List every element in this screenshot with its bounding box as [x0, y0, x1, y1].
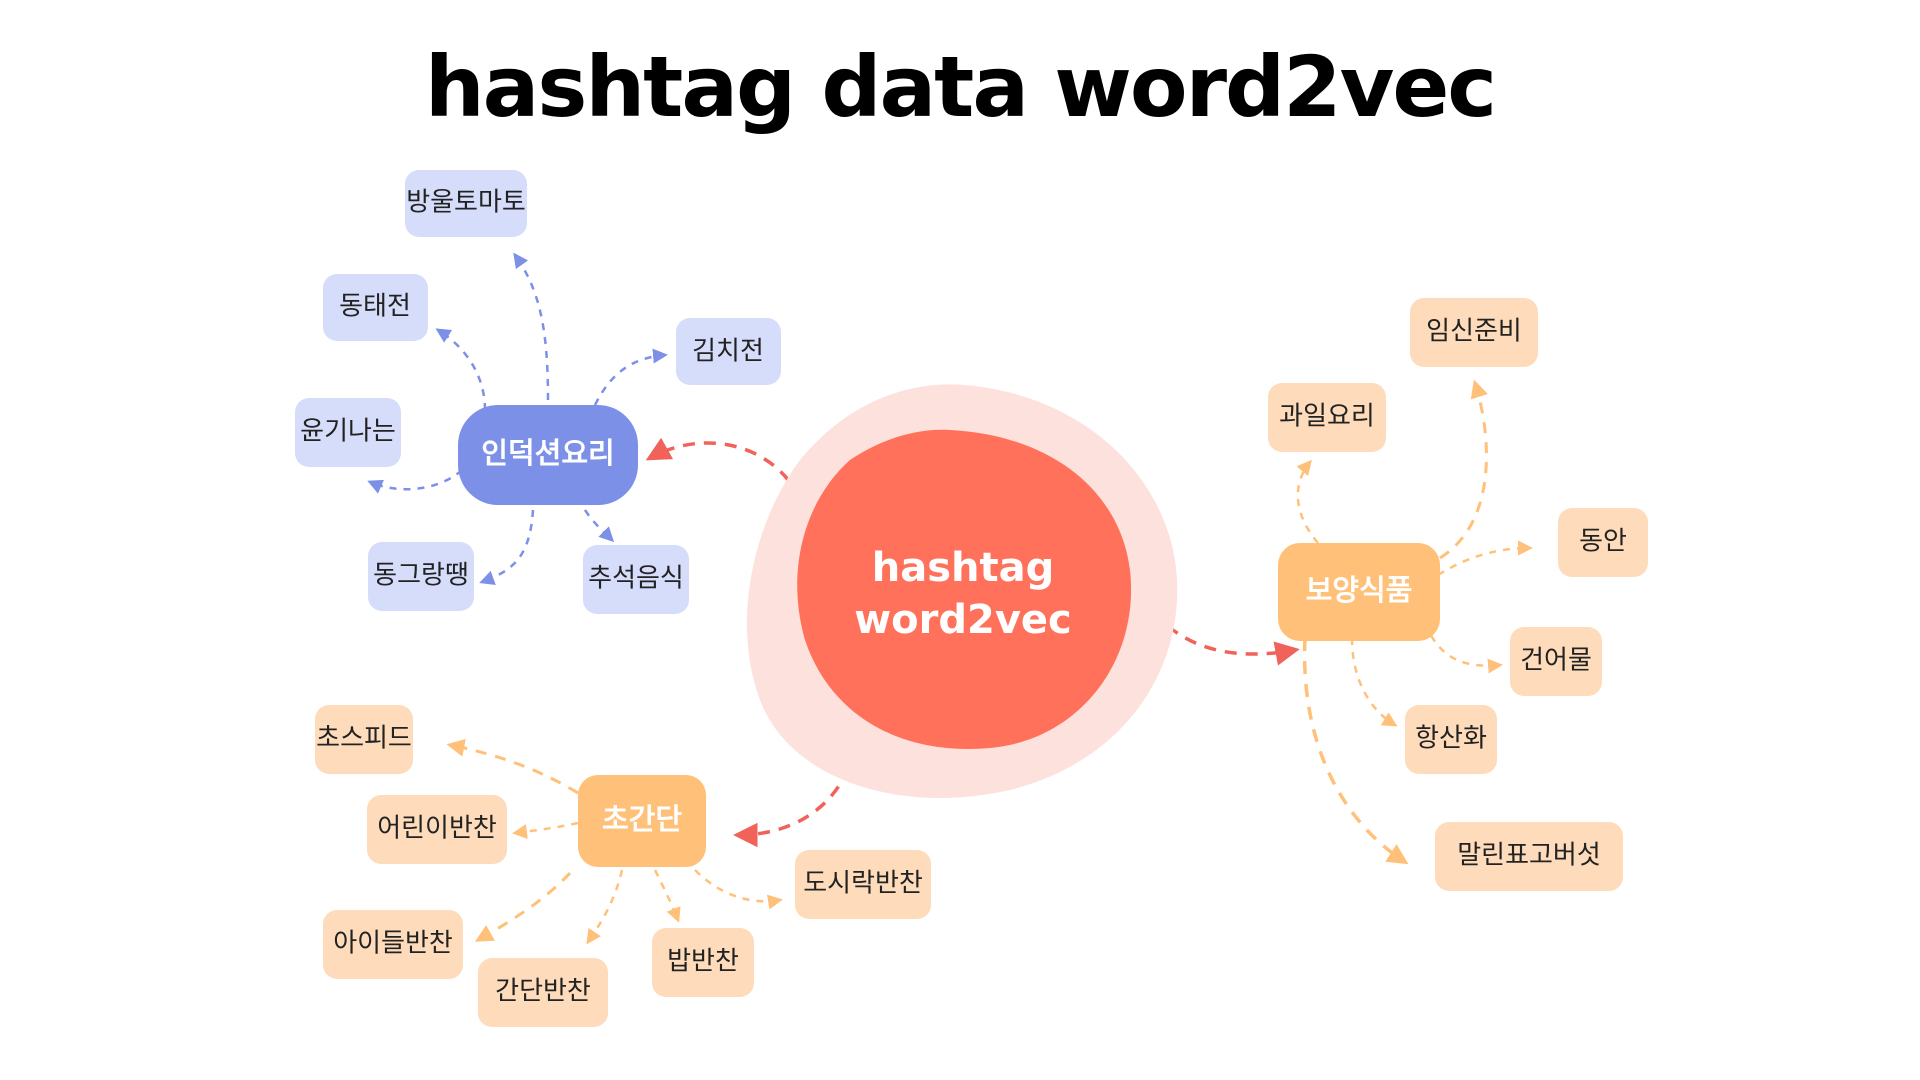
svg-text:아이들반찬: 아이들반찬 [333, 929, 453, 959]
leaf-kids-side-dish: 어린이반찬 [367, 795, 507, 864]
leaf-antioxidant: 항산화 [1405, 705, 1497, 774]
center-blob [797, 429, 1132, 749]
svg-text:항산화: 항산화 [1415, 724, 1487, 754]
health-connectors [1296, 379, 1533, 865]
leaf-easy-side-dish: 간단반찬 [478, 958, 608, 1027]
hub-health-label: 보양식품 [1306, 573, 1413, 607]
svg-text:간단반찬: 간단반찬 [495, 977, 591, 1007]
svg-text:밥반찬: 밥반찬 [667, 947, 739, 977]
simple-connectors [446, 739, 783, 945]
leaf-kimchijeon: 김치전 [676, 318, 781, 385]
svg-text:초스피드: 초스피드 [316, 724, 412, 754]
page-title: hashtag data word2vec [424, 38, 1497, 136]
center-node: hashtag word2vec [746, 384, 1178, 798]
svg-text:동태전: 동태전 [339, 292, 411, 322]
leaf-donggeurangttaeng: 동그랑땡 [368, 542, 474, 611]
center-label-line1: hashtag [872, 545, 1055, 591]
leaf-dried-seafood: 건어물 [1510, 627, 1602, 696]
svg-text:김치전: 김치전 [692, 337, 764, 367]
center-label-line2: word2vec [854, 597, 1072, 643]
hub-induction-label: 인덕션요리 [481, 436, 614, 470]
hub-induction: 인덕션요리 [458, 405, 638, 505]
hub-simple-label: 초간단 [602, 802, 682, 836]
svg-text:과일요리: 과일요리 [1279, 402, 1375, 432]
leaf-fruit-cooking: 과일요리 [1268, 383, 1386, 452]
leaf-pregnancy-prep: 임신준비 [1410, 298, 1538, 367]
svg-text:방울토마토: 방울토마토 [406, 188, 526, 218]
svg-text:임신준비: 임신준비 [1426, 317, 1522, 347]
leaf-children-side-dish: 아이들반찬 [323, 910, 463, 979]
hub-simple: 초간단 [578, 775, 706, 867]
leaf-lunchbox-side-dish: 도시락반찬 [795, 850, 931, 919]
leaf-dried-shiitake: 말린표고버섯 [1435, 822, 1623, 891]
hub-health: 보양식품 [1278, 543, 1440, 641]
leaf-dongtaejeon: 동태전 [323, 274, 428, 341]
svg-text:추석음식: 추석음식 [588, 564, 684, 594]
leaf-bangul-tomato: 방울토마토 [405, 170, 527, 237]
connector-center-to-induction [645, 437, 802, 499]
induction-connectors [367, 252, 668, 585]
leaf-youthful: 동안 [1558, 508, 1648, 577]
svg-text:도시락반찬: 도시락반찬 [803, 869, 923, 899]
svg-text:윤기나는: 윤기나는 [300, 417, 396, 447]
svg-text:동안: 동안 [1579, 527, 1627, 557]
leaf-super-speed: 초스피드 [315, 705, 413, 774]
leaf-rice-side-dish: 밥반찬 [652, 928, 754, 997]
svg-text:동그랑땡: 동그랑땡 [373, 561, 469, 591]
leaf-chuseok-food: 추석음식 [583, 545, 689, 614]
svg-text:건어물: 건어물 [1520, 646, 1592, 676]
svg-text:어린이반찬: 어린이반찬 [377, 814, 497, 844]
svg-text:말린표고버섯: 말린표고버섯 [1457, 841, 1601, 871]
leaf-yungi: 윤기나는 [295, 398, 401, 467]
